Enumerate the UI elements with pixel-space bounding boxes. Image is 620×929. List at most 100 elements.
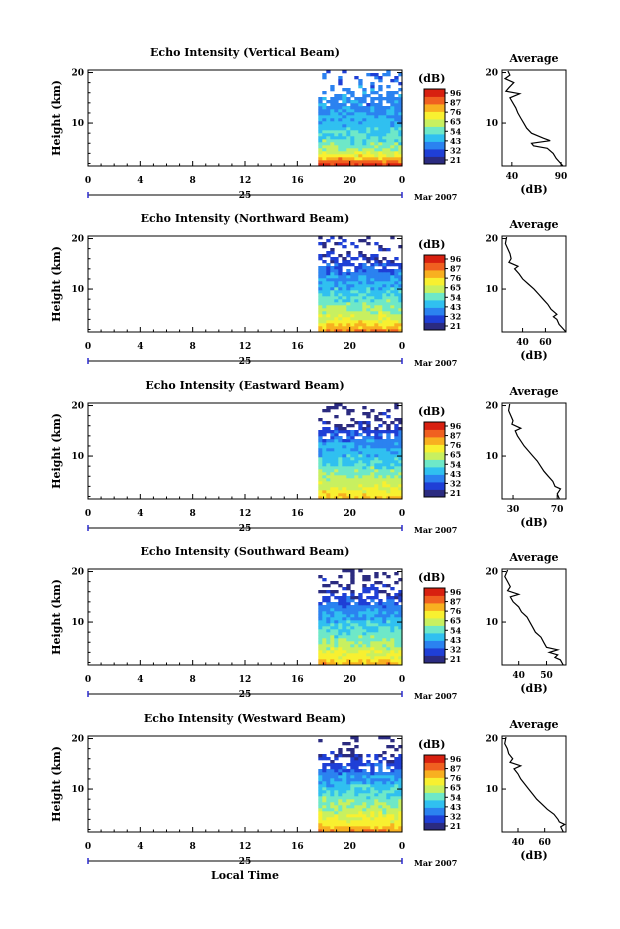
heatmap-cell bbox=[398, 308, 403, 312]
heatmap-cell bbox=[346, 641, 351, 645]
heatmap-cell bbox=[390, 763, 395, 767]
heatmap-cell bbox=[342, 805, 347, 809]
heatmap-cell bbox=[346, 656, 351, 660]
heatmap-cell bbox=[366, 754, 371, 758]
heatmap-cell bbox=[378, 115, 383, 119]
heatmap-cell bbox=[386, 121, 391, 125]
heatmap-cell bbox=[390, 662, 395, 666]
heatmap-cell bbox=[354, 656, 359, 660]
heatmap-cell bbox=[334, 653, 339, 657]
heatmap-cell bbox=[330, 460, 335, 464]
heatmap-cell bbox=[370, 451, 375, 455]
heatmap-cell bbox=[390, 160, 395, 164]
heatmap-cell bbox=[318, 487, 323, 491]
heatmap-cell bbox=[378, 106, 383, 110]
heatmap-cell bbox=[342, 106, 347, 110]
heatmap-cell bbox=[350, 478, 355, 482]
heatmap-cell bbox=[334, 787, 339, 791]
heatmap-cell bbox=[370, 323, 375, 327]
heatmap-cell bbox=[382, 605, 387, 609]
heatmap-cell bbox=[346, 448, 351, 452]
heatmap-cell bbox=[350, 748, 355, 752]
heatmap-cell bbox=[386, 290, 391, 294]
heatmap-cell bbox=[334, 118, 339, 122]
average-profile-line bbox=[504, 236, 567, 333]
heatmap-cell bbox=[322, 442, 327, 446]
heatmap-cell bbox=[358, 778, 363, 782]
heatmap-cell bbox=[374, 329, 379, 333]
heatmap-cell bbox=[338, 118, 343, 122]
heatmap-cell bbox=[370, 829, 375, 833]
heatmap-cell bbox=[322, 793, 327, 797]
heatmap-cell bbox=[386, 823, 391, 827]
heatmap-cell bbox=[382, 823, 387, 827]
heatmap-cell bbox=[338, 796, 343, 800]
heatmap-cell bbox=[338, 314, 343, 318]
heatmap-cell bbox=[398, 641, 403, 645]
heatmap-cell bbox=[386, 320, 391, 324]
heatmap-cell bbox=[354, 145, 359, 149]
heatmap-cell bbox=[378, 490, 383, 494]
heatmap-cell bbox=[366, 481, 371, 485]
heatmap-cell bbox=[382, 139, 387, 143]
avg-x-axis-label: (dB) bbox=[520, 682, 547, 695]
heatmap-cell bbox=[334, 112, 339, 116]
heatmap-cell bbox=[366, 659, 371, 663]
heatmap-cell bbox=[394, 79, 399, 83]
heatmap-cell bbox=[318, 290, 323, 294]
heatmap-cell bbox=[326, 121, 331, 125]
heatmap-cell bbox=[370, 466, 375, 470]
heatmap-cell bbox=[326, 757, 331, 761]
heatmap-cell bbox=[322, 142, 327, 146]
heatmap-cell bbox=[342, 302, 347, 306]
heatmap-cell bbox=[330, 121, 335, 125]
heatmap-cell bbox=[382, 266, 387, 270]
heatmap-cell bbox=[382, 644, 387, 648]
heatmap-cell bbox=[330, 133, 335, 137]
heatmap-cell bbox=[370, 584, 375, 588]
heatmap-cell bbox=[326, 614, 331, 618]
heatmap-cell bbox=[334, 314, 339, 318]
heatmap-cell bbox=[382, 817, 387, 821]
heatmap-cell bbox=[334, 439, 339, 443]
heatmap-cell bbox=[322, 478, 327, 482]
heatmap-cell bbox=[382, 302, 387, 306]
heatmap-cell bbox=[362, 451, 367, 455]
heatmap-cell bbox=[390, 100, 395, 104]
heatmap-cell bbox=[378, 320, 383, 324]
heatmap-cell bbox=[334, 796, 339, 800]
heatmap-cell bbox=[394, 487, 399, 491]
heatmap-cell bbox=[318, 433, 323, 437]
heatmap-cell bbox=[326, 662, 331, 666]
heatmap-cell bbox=[394, 623, 399, 627]
heatmap-cell bbox=[354, 157, 359, 161]
colorbar-tick: 43 bbox=[450, 302, 462, 312]
heatmap-cell bbox=[366, 421, 371, 425]
heatmap-cell bbox=[370, 808, 375, 812]
heatmap-cell bbox=[370, 763, 375, 767]
heatmap-cell bbox=[354, 290, 359, 294]
heatmap-cell bbox=[338, 490, 343, 494]
heatmap-cell bbox=[330, 653, 335, 657]
heatmap-cell bbox=[366, 463, 371, 467]
heatmap-cell bbox=[322, 808, 327, 812]
heatmap-cell bbox=[326, 653, 331, 657]
heatmap-cell bbox=[366, 106, 371, 110]
heatmap-cell bbox=[342, 626, 347, 630]
heatmap-cell bbox=[354, 296, 359, 300]
heatmap-cell bbox=[330, 112, 335, 116]
heatmap-cell bbox=[366, 139, 371, 143]
heatmap-cell bbox=[350, 139, 355, 143]
heatmap-cell bbox=[318, 602, 323, 606]
heatmap-cell bbox=[398, 614, 403, 618]
heatmap-cell bbox=[350, 272, 355, 276]
heatmap-cell bbox=[318, 118, 323, 122]
heatmap-cell bbox=[394, 436, 399, 440]
heatmap-cell bbox=[342, 293, 347, 297]
heatmap-cell bbox=[398, 160, 403, 164]
heatmap-cell bbox=[326, 302, 331, 306]
heatmap-cell bbox=[318, 136, 323, 140]
heatmap-cell bbox=[362, 775, 367, 779]
heatmap-cell bbox=[394, 100, 399, 104]
heatmap-cell bbox=[374, 323, 379, 327]
